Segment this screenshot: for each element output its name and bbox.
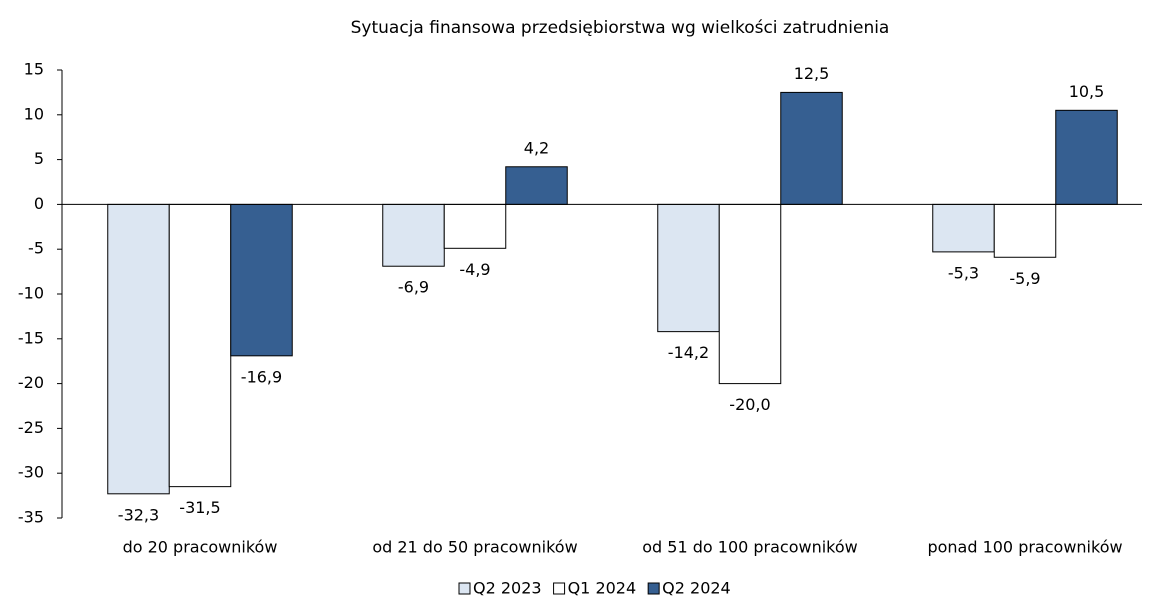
x-tick-label: od 51 do 100 pracowników — [642, 538, 858, 557]
y-tick-label: 5 — [34, 149, 44, 168]
y-tick-label: -30 — [18, 463, 44, 482]
x-tick-label: do 20 pracowników — [123, 538, 278, 557]
legend-swatch — [458, 582, 471, 595]
y-tick-label: -35 — [18, 508, 44, 527]
y-tick-label: -15 — [18, 328, 44, 347]
legend-label: Q1 2024 — [568, 579, 637, 598]
data-label: -31,5 — [179, 498, 220, 517]
data-label: -14,2 — [668, 343, 709, 362]
legend-label: Q2 2023 — [473, 579, 542, 598]
legend-swatch — [553, 582, 566, 595]
data-label: 4,2 — [524, 138, 549, 157]
bar — [780, 91, 843, 205]
legend-label: Q2 2024 — [662, 579, 731, 598]
bar — [505, 166, 568, 205]
bar — [443, 203, 507, 249]
y-tick-label: -5 — [28, 239, 44, 258]
y-tick-label: 15 — [24, 60, 44, 79]
bar — [932, 203, 995, 253]
y-tick-label: -20 — [18, 373, 44, 392]
data-label: 10,5 — [1069, 82, 1105, 101]
data-label: -5,3 — [948, 263, 979, 282]
data-label: -6,9 — [398, 278, 429, 297]
bar — [993, 203, 1057, 258]
y-tick-label: -10 — [18, 284, 44, 303]
bar — [657, 203, 720, 333]
data-label: -5,9 — [1009, 269, 1040, 288]
x-tick-label: od 21 do 50 pracowników — [372, 538, 577, 557]
y-tick-label: -25 — [18, 418, 44, 437]
data-label: -32,3 — [118, 505, 159, 524]
bar — [1055, 109, 1118, 205]
data-label: -16,9 — [241, 367, 282, 386]
bar — [382, 203, 445, 267]
data-label: -4,9 — [459, 260, 490, 279]
y-tick-label: 0 — [34, 194, 44, 213]
data-label: 12,5 — [794, 64, 830, 83]
bar — [230, 203, 293, 357]
x-tick-label: ponad 100 pracowników — [927, 538, 1122, 557]
chart-title: Sytuacja finansowa przedsiębiorstwa wg w… — [351, 18, 890, 38]
bar — [107, 203, 170, 495]
bar — [168, 203, 232, 488]
data-label: -20,0 — [729, 395, 770, 414]
legend-swatch — [647, 582, 660, 595]
y-tick-label: 10 — [24, 104, 44, 123]
bar — [718, 203, 782, 385]
